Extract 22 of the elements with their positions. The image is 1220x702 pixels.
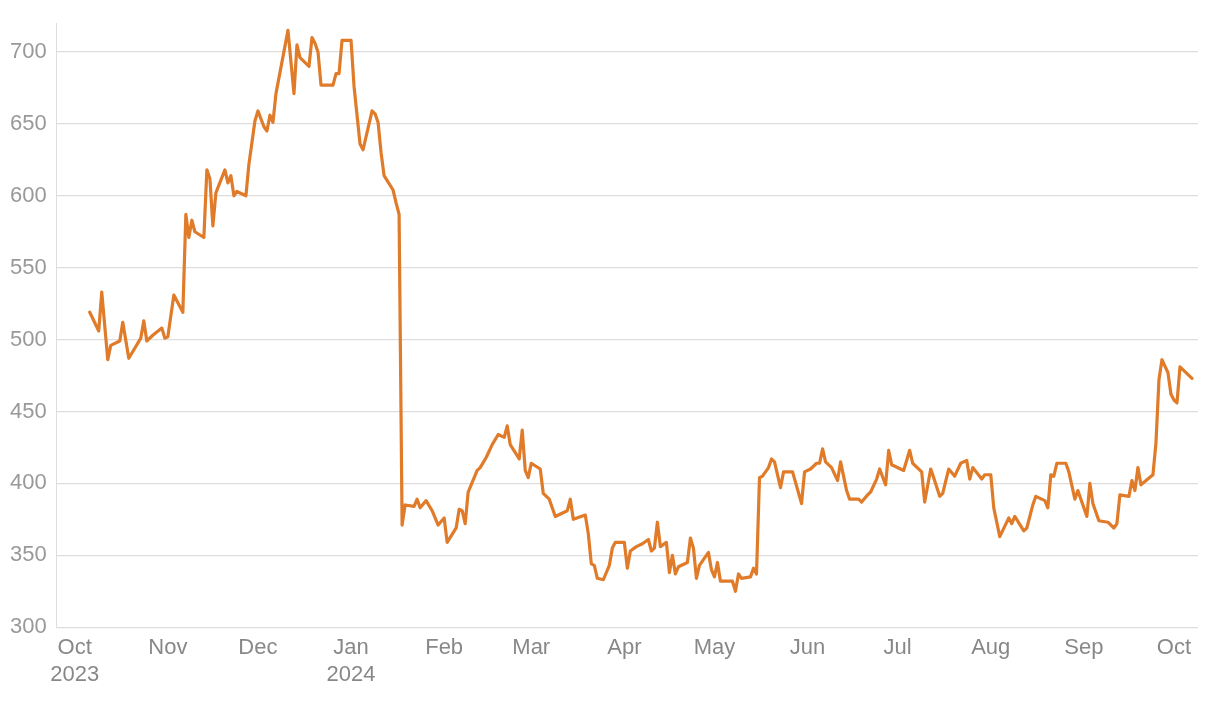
- x-tick-label: Mar: [512, 634, 551, 660]
- x-tick-label: Dec: [238, 634, 278, 660]
- x-tick-label: May: [693, 634, 736, 660]
- x-tick-label: Nov: [148, 634, 188, 660]
- y-tick-label: 550: [9, 253, 47, 279]
- x-tick-label: Oct: [1156, 634, 1192, 660]
- x-tick-label: Feb: [425, 634, 464, 660]
- x-tick-label: Jan 2024: [326, 634, 376, 686]
- y-tick-label: 350: [9, 541, 47, 567]
- y-tick-label: 600: [9, 181, 47, 207]
- x-tick-label: Aug: [971, 634, 1011, 660]
- y-tick-label: 400: [9, 469, 47, 495]
- x-tick-label: Sep: [1064, 634, 1104, 660]
- y-tick-label: 650: [9, 109, 47, 135]
- x-tick-label: Oct 2023: [50, 634, 100, 686]
- y-tick-label: 450: [9, 397, 47, 423]
- y-tick-label: 700: [9, 38, 47, 64]
- y-tick-label: 500: [9, 325, 47, 351]
- x-tick-label: Apr: [607, 634, 642, 660]
- x-tick-label: Jun: [789, 634, 826, 660]
- x-tick-label: Jul: [883, 634, 912, 660]
- y-tick-label: 300: [9, 613, 47, 639]
